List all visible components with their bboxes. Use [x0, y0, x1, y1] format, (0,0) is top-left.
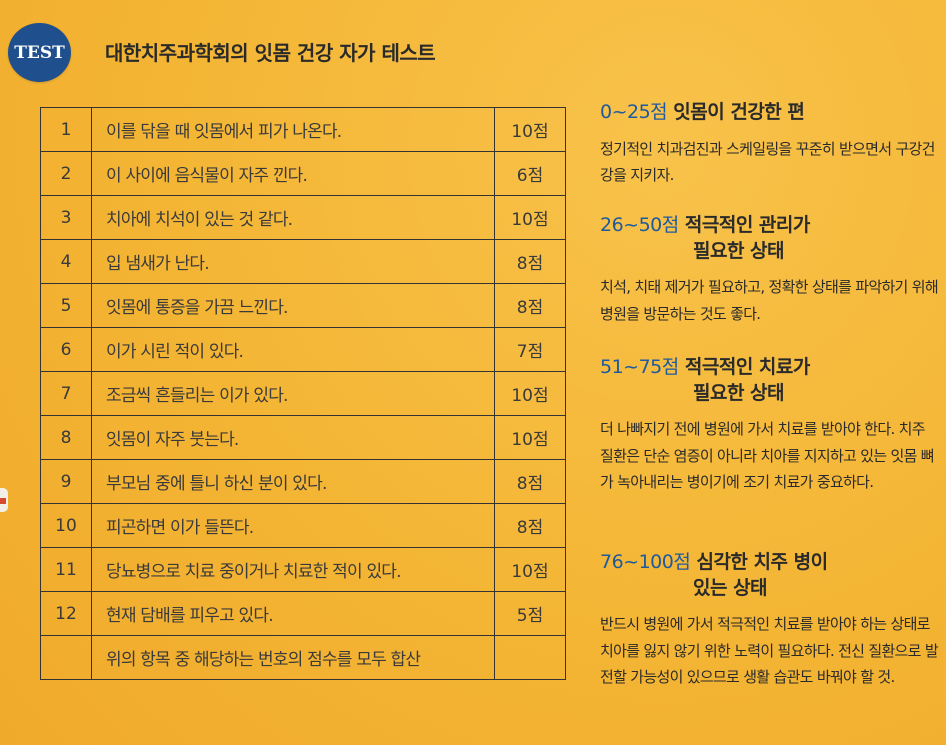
result-description: 정기적인 치과검진과 스케일링을 꾸준히 받으면서 구강건강을 지키자. — [600, 139, 935, 184]
test-row: 12 현재 담배를 피우고 있다. 5점 — [40, 591, 566, 636]
test-row: 1 이를 닦을 때 잇몸에서 피가 나온다. 10점 — [40, 107, 566, 152]
item-score: 8점 — [494, 283, 566, 328]
self-test-table: 1 이를 닦을 때 잇몸에서 피가 나온다. 10점 2 이 사이에 음식물이 자주 낀… — [40, 107, 566, 680]
test-row: 10 피곤하면 이가 들뜬다. 8점 — [40, 503, 566, 548]
result-block-4: 76~100점 심각한 치주 병이 있는 상태 반드시 병원에 가서 적극적인 … — [600, 550, 940, 690]
item-number: 3 — [40, 195, 92, 240]
test-row: 7 조금씩 흔들리는 이가 있다. 10점 — [40, 371, 566, 416]
item-number: 6 — [40, 327, 92, 372]
item-question: 당뇨병으로 치료 중이거나 치료한 적이 있다. — [91, 547, 495, 592]
test-badge: TEST — [8, 23, 71, 82]
tooth-illustration-fragment — [0, 488, 8, 512]
result-range: 26~50점 — [600, 214, 679, 236]
item-score: 8점 — [494, 459, 566, 504]
result-heading: 51~75점 적극적인 치료가 필요한 상태 — [600, 355, 940, 406]
result-range: 51~75점 — [600, 356, 679, 378]
result-title: 적극적인 관리가 — [684, 214, 810, 236]
result-title: 잇몸이 건강한 편 — [673, 101, 805, 123]
item-number: 12 — [40, 591, 92, 636]
item-question: 피곤하면 이가 들뜬다. — [91, 503, 495, 548]
item-score: 10점 — [494, 195, 566, 240]
result-block-2: 26~50점 적극적인 관리가 필요한 상태 치석, 치태 제거가 필요하고, … — [600, 213, 940, 327]
result-description: 더 나빠지기 전에 병원에 가서 치료를 받아야 한다. 치주 질환은 단순 염… — [600, 420, 935, 491]
item-number: 4 — [40, 239, 92, 284]
item-score: 10점 — [494, 415, 566, 460]
item-number: 11 — [40, 547, 92, 592]
item-question: 위의 항목 중 해당하는 번호의 점수를 모두 합산 — [91, 635, 495, 680]
result-block-3: 51~75점 적극적인 치료가 필요한 상태 더 나빠지기 전에 병원에 가서 … — [600, 355, 940, 495]
item-question: 입 냄새가 난다. — [91, 239, 495, 284]
item-number: 5 — [40, 283, 92, 328]
item-number — [40, 635, 92, 680]
result-block-1: 0~25점 잇몸이 건강한 편 정기적인 치과검진과 스케일링을 꾸준히 받으면… — [600, 100, 940, 188]
item-question: 현재 담배를 피우고 있다. — [91, 591, 495, 636]
test-row: 6 이가 시린 적이 있다. 7점 — [40, 327, 566, 372]
item-question: 부모님 중에 틀니 하신 분이 있다. — [91, 459, 495, 504]
test-row: 9 부모님 중에 틀니 하신 분이 있다. 8점 — [40, 459, 566, 504]
item-question: 잇몸에 통증을 가끔 느낀다. — [91, 283, 495, 328]
test-badge-label: TEST — [14, 42, 65, 63]
item-score: 6점 — [494, 151, 566, 196]
item-number: 2 — [40, 151, 92, 196]
result-heading: 76~100점 심각한 치주 병이 있는 상태 — [600, 550, 940, 601]
item-question: 이가 시린 적이 있다. — [91, 327, 495, 372]
item-question: 치아에 치석이 있는 것 같다. — [91, 195, 495, 240]
result-description: 치석, 치태 제거가 필요하고, 정확한 상태를 파악하기 위해 병원을 방문하… — [600, 278, 939, 323]
result-title-line2: 필요한 상태 — [693, 239, 785, 262]
page-title: 대한치주과학회의 잇몸 건강 자가 테스트 — [105, 41, 436, 65]
item-question: 이 사이에 음식물이 자주 낀다. — [91, 151, 495, 196]
test-row: 3 치아에 치석이 있는 것 같다. 10점 — [40, 195, 566, 240]
test-row: 11 당뇨병으로 치료 중이거나 치료한 적이 있다. 10점 — [40, 547, 566, 592]
item-score: 10점 — [494, 107, 566, 152]
result-range: 76~100점 — [600, 551, 691, 573]
result-range: 0~25점 — [600, 101, 668, 123]
item-score: 5점 — [494, 591, 566, 636]
item-score: 7점 — [494, 327, 566, 372]
item-number: 1 — [40, 107, 92, 152]
item-question: 이를 닦을 때 잇몸에서 피가 나온다. — [91, 107, 495, 152]
item-score — [494, 635, 566, 680]
result-heading: 26~50점 적극적인 관리가 필요한 상태 — [600, 213, 940, 264]
item-question: 잇몸이 자주 붓는다. — [91, 415, 495, 460]
item-score: 10점 — [494, 547, 566, 592]
item-score: 10점 — [494, 371, 566, 416]
result-description: 반드시 병원에 가서 적극적인 치료를 받아야 하는 상태로 치아를 잃지 않기… — [600, 615, 939, 686]
result-title-line2: 필요한 상태 — [693, 381, 785, 404]
test-row: 5 잇몸에 통증을 가끔 느낀다. 8점 — [40, 283, 566, 328]
item-number: 8 — [40, 415, 92, 460]
item-question: 조금씩 흔들리는 이가 있다. — [91, 371, 495, 416]
result-title: 심각한 치주 병이 — [696, 551, 828, 573]
item-number: 10 — [40, 503, 92, 548]
item-number: 7 — [40, 371, 92, 416]
result-title-line2: 있는 상태 — [693, 576, 768, 599]
result-heading: 0~25점 잇몸이 건강한 편 — [600, 100, 940, 126]
result-title: 적극적인 치료가 — [684, 356, 810, 378]
total-instruction-row: 위의 항목 중 해당하는 번호의 점수를 모두 합산 — [40, 635, 566, 680]
test-row: 8 잇몸이 자주 붓는다. 10점 — [40, 415, 566, 460]
item-score: 8점 — [494, 239, 566, 284]
item-number: 9 — [40, 459, 92, 504]
item-score: 8점 — [494, 503, 566, 548]
